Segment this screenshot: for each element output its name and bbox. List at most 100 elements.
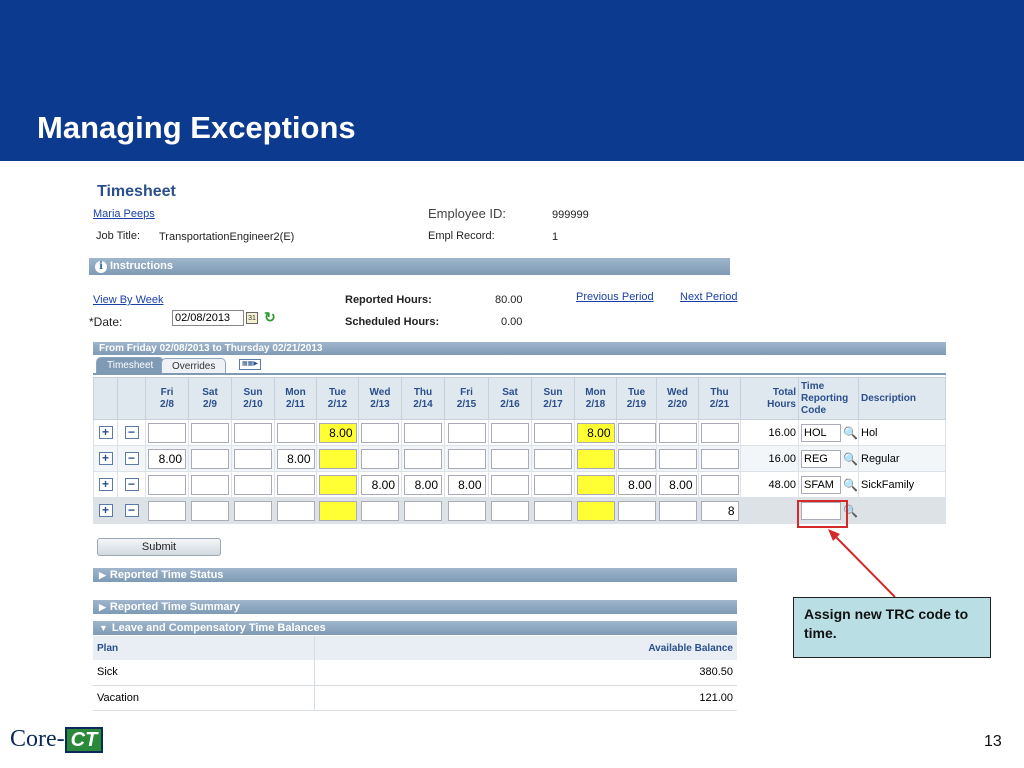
hours-input[interactable] <box>491 422 529 443</box>
hours-input[interactable] <box>148 422 186 443</box>
tab-timesheet[interactable]: Timesheet <box>96 357 165 373</box>
hours-input[interactable]: 8.00 <box>658 474 697 495</box>
hours-input[interactable] <box>191 448 229 469</box>
reported-time-summary-bar[interactable]: ▶ Reported Time Summary <box>93 600 737 614</box>
hours-input[interactable]: 8 <box>700 500 739 521</box>
hours-input[interactable] <box>447 448 486 469</box>
employee-name-link[interactable]: Maria Peeps <box>93 208 155 220</box>
hours-input[interactable] <box>491 500 529 521</box>
next-period-link[interactable]: Next Period <box>680 291 738 303</box>
description: Hol <box>858 419 946 446</box>
hours-input[interactable] <box>658 448 697 469</box>
hours-input[interactable] <box>404 422 442 443</box>
hours-input[interactable] <box>148 474 186 495</box>
lookup-icon[interactable]: 🔍 <box>843 477 858 492</box>
day-cell <box>316 471 359 498</box>
hours-input[interactable] <box>700 474 739 495</box>
hours-input[interactable]: 8.00 <box>404 474 442 495</box>
day-cell <box>231 445 275 472</box>
hours-input[interactable] <box>318 448 357 469</box>
reported-time-status-bar[interactable]: ▶ Reported Time Status <box>93 568 737 582</box>
hours-input[interactable] <box>318 500 357 521</box>
hours-input[interactable] <box>617 500 656 521</box>
trc-cell: SFAM 🔍 <box>798 471 859 498</box>
hours-input[interactable] <box>148 500 186 521</box>
available-balance-header: Available Balance <box>314 636 737 660</box>
lookup-icon[interactable]: 🔍 <box>843 425 858 440</box>
hours-input[interactable] <box>447 500 486 521</box>
remove-row-icon[interactable]: − <box>124 478 139 491</box>
hours-input[interactable] <box>276 474 315 495</box>
hours-input[interactable] <box>534 474 572 495</box>
remove-row-icon[interactable]: − <box>124 426 139 439</box>
submit-button[interactable]: Submit <box>97 538 221 556</box>
calendar-icon[interactable]: 31 <box>246 312 258 324</box>
hours-input[interactable] <box>234 474 272 495</box>
hours-input[interactable]: 8.00 <box>617 474 656 495</box>
hours-input[interactable] <box>700 448 739 469</box>
hours-input[interactable]: 8.00 <box>148 448 186 469</box>
show-all-columns-icon[interactable]: ▦▦▶ <box>239 359 261 370</box>
hours-input[interactable]: 8.00 <box>318 422 357 443</box>
hours-input[interactable] <box>276 422 315 443</box>
hours-input[interactable] <box>276 500 315 521</box>
hours-input[interactable] <box>191 500 229 521</box>
hours-input[interactable] <box>617 448 656 469</box>
hours-input[interactable] <box>191 422 229 443</box>
hours-input[interactable]: 8.00 <box>447 474 486 495</box>
day-header: Thu 2/21 <box>698 377 741 420</box>
hours-input[interactable] <box>404 500 442 521</box>
hours-input[interactable] <box>700 422 739 443</box>
hours-input[interactable] <box>191 474 229 495</box>
trc-input[interactable]: HOL <box>801 423 841 442</box>
leave-balances-bar[interactable]: ▼ Leave and Compensatory Time Balances <box>93 621 737 635</box>
previous-period-link[interactable]: Previous Period <box>576 291 654 303</box>
add-row-cell: + <box>93 497 118 524</box>
trc-input[interactable]: REG <box>801 449 841 468</box>
table-row: + −8.00 8.00 8.00 8.00 8.00 48.00 SFAM 🔍 SickFami… <box>93 471 946 498</box>
hours-input[interactable] <box>404 448 442 469</box>
hours-input[interactable] <box>658 500 697 521</box>
remove-row-icon[interactable]: − <box>124 504 139 517</box>
hours-input[interactable] <box>534 500 572 521</box>
hours-input[interactable] <box>234 422 272 443</box>
hours-input[interactable] <box>491 448 529 469</box>
add-row-icon[interactable]: + <box>98 504 113 517</box>
hours-input[interactable]: 8.00 <box>361 474 399 495</box>
hours-input[interactable] <box>576 500 615 521</box>
instructions-bar[interactable]: i Instructions <box>89 258 730 275</box>
hours-input[interactable] <box>361 500 399 521</box>
hours-input[interactable] <box>534 422 572 443</box>
hours-input[interactable] <box>447 422 486 443</box>
hours-input[interactable] <box>234 500 272 521</box>
view-by-week-link[interactable]: View By Week <box>93 294 164 306</box>
day-cell <box>231 471 275 498</box>
add-row-icon[interactable]: + <box>98 452 113 465</box>
hours-input[interactable] <box>491 474 529 495</box>
tab-overrides[interactable]: Overrides <box>161 358 227 374</box>
day-cell <box>698 419 741 446</box>
hours-input[interactable] <box>658 422 697 443</box>
reported-hours-value: 80.00 <box>495 294 523 306</box>
remove-row-icon[interactable]: − <box>124 452 139 465</box>
hours-input[interactable] <box>576 448 615 469</box>
description-header: Description <box>858 377 946 420</box>
trc-input[interactable]: SFAM <box>801 475 841 494</box>
hours-input[interactable] <box>361 422 399 443</box>
hours-input[interactable]: 8.00 <box>276 448 315 469</box>
hours-input[interactable] <box>318 474 357 495</box>
add-row-icon[interactable]: + <box>98 426 113 439</box>
lookup-icon[interactable]: 🔍 <box>843 451 858 466</box>
day-header: Wed 2/20 <box>656 377 699 420</box>
leave-header-row: Plan Available Balance <box>93 636 737 660</box>
hours-input[interactable] <box>361 448 399 469</box>
trc-input[interactable] <box>801 501 841 520</box>
add-row-icon[interactable]: + <box>98 478 113 491</box>
hours-input[interactable] <box>576 474 615 495</box>
hours-input[interactable] <box>234 448 272 469</box>
refresh-icon[interactable]: ↻ <box>264 309 276 325</box>
date-input[interactable]: 02/08/2013 <box>172 310 244 326</box>
hours-input[interactable] <box>534 448 572 469</box>
hours-input[interactable] <box>617 422 656 443</box>
hours-input[interactable]: 8.00 <box>576 422 615 443</box>
